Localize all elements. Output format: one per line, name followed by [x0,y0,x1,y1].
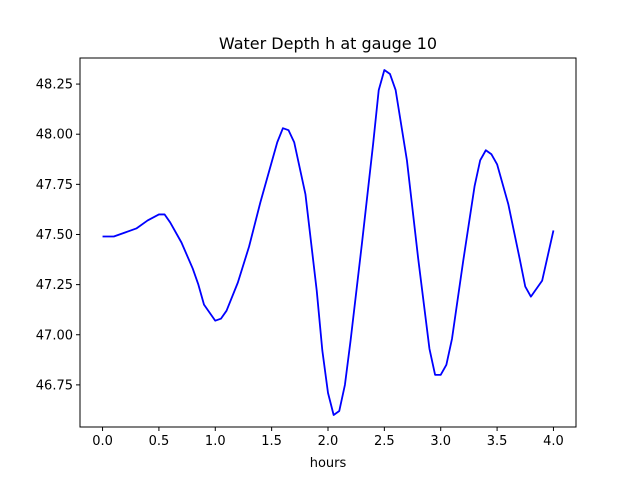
x-axis: 0.0 0.5 1.0 1.5 2.0 2.5 3.0 3.5 4.0 [92,427,564,449]
y-axis: 46.75 47.00 47.25 47.50 47.75 48.00 48.25 [36,78,80,393]
chart-title: Water Depth h at gauge 10 [219,34,437,53]
y-tick-label: 47.75 [36,178,73,193]
x-tick-label: 4.0 [543,434,564,449]
x-tick-label: 2.5 [374,434,395,449]
x-axis-label: hours [310,456,347,471]
y-tick-label: 47.25 [36,278,73,293]
x-tick-label: 2.0 [318,434,339,449]
x-tick-label: 1.5 [261,434,282,449]
series-line-0 [102,69,555,416]
x-tick-label: 0.0 [92,434,113,449]
y-tick-label: 48.00 [36,128,73,143]
plot-layer [102,69,555,416]
y-tick-label: 47.00 [36,328,73,343]
x-tick-label: 3.5 [487,434,508,449]
y-tick-label: 47.50 [36,228,73,243]
x-tick-label: 0.5 [149,434,170,449]
plot-frame [79,57,577,428]
y-tick-label: 46.75 [36,378,73,393]
x-tick-label: 1.0 [205,434,226,449]
y-tick-label: 48.25 [36,78,73,93]
x-tick-label: 3.0 [430,434,451,449]
